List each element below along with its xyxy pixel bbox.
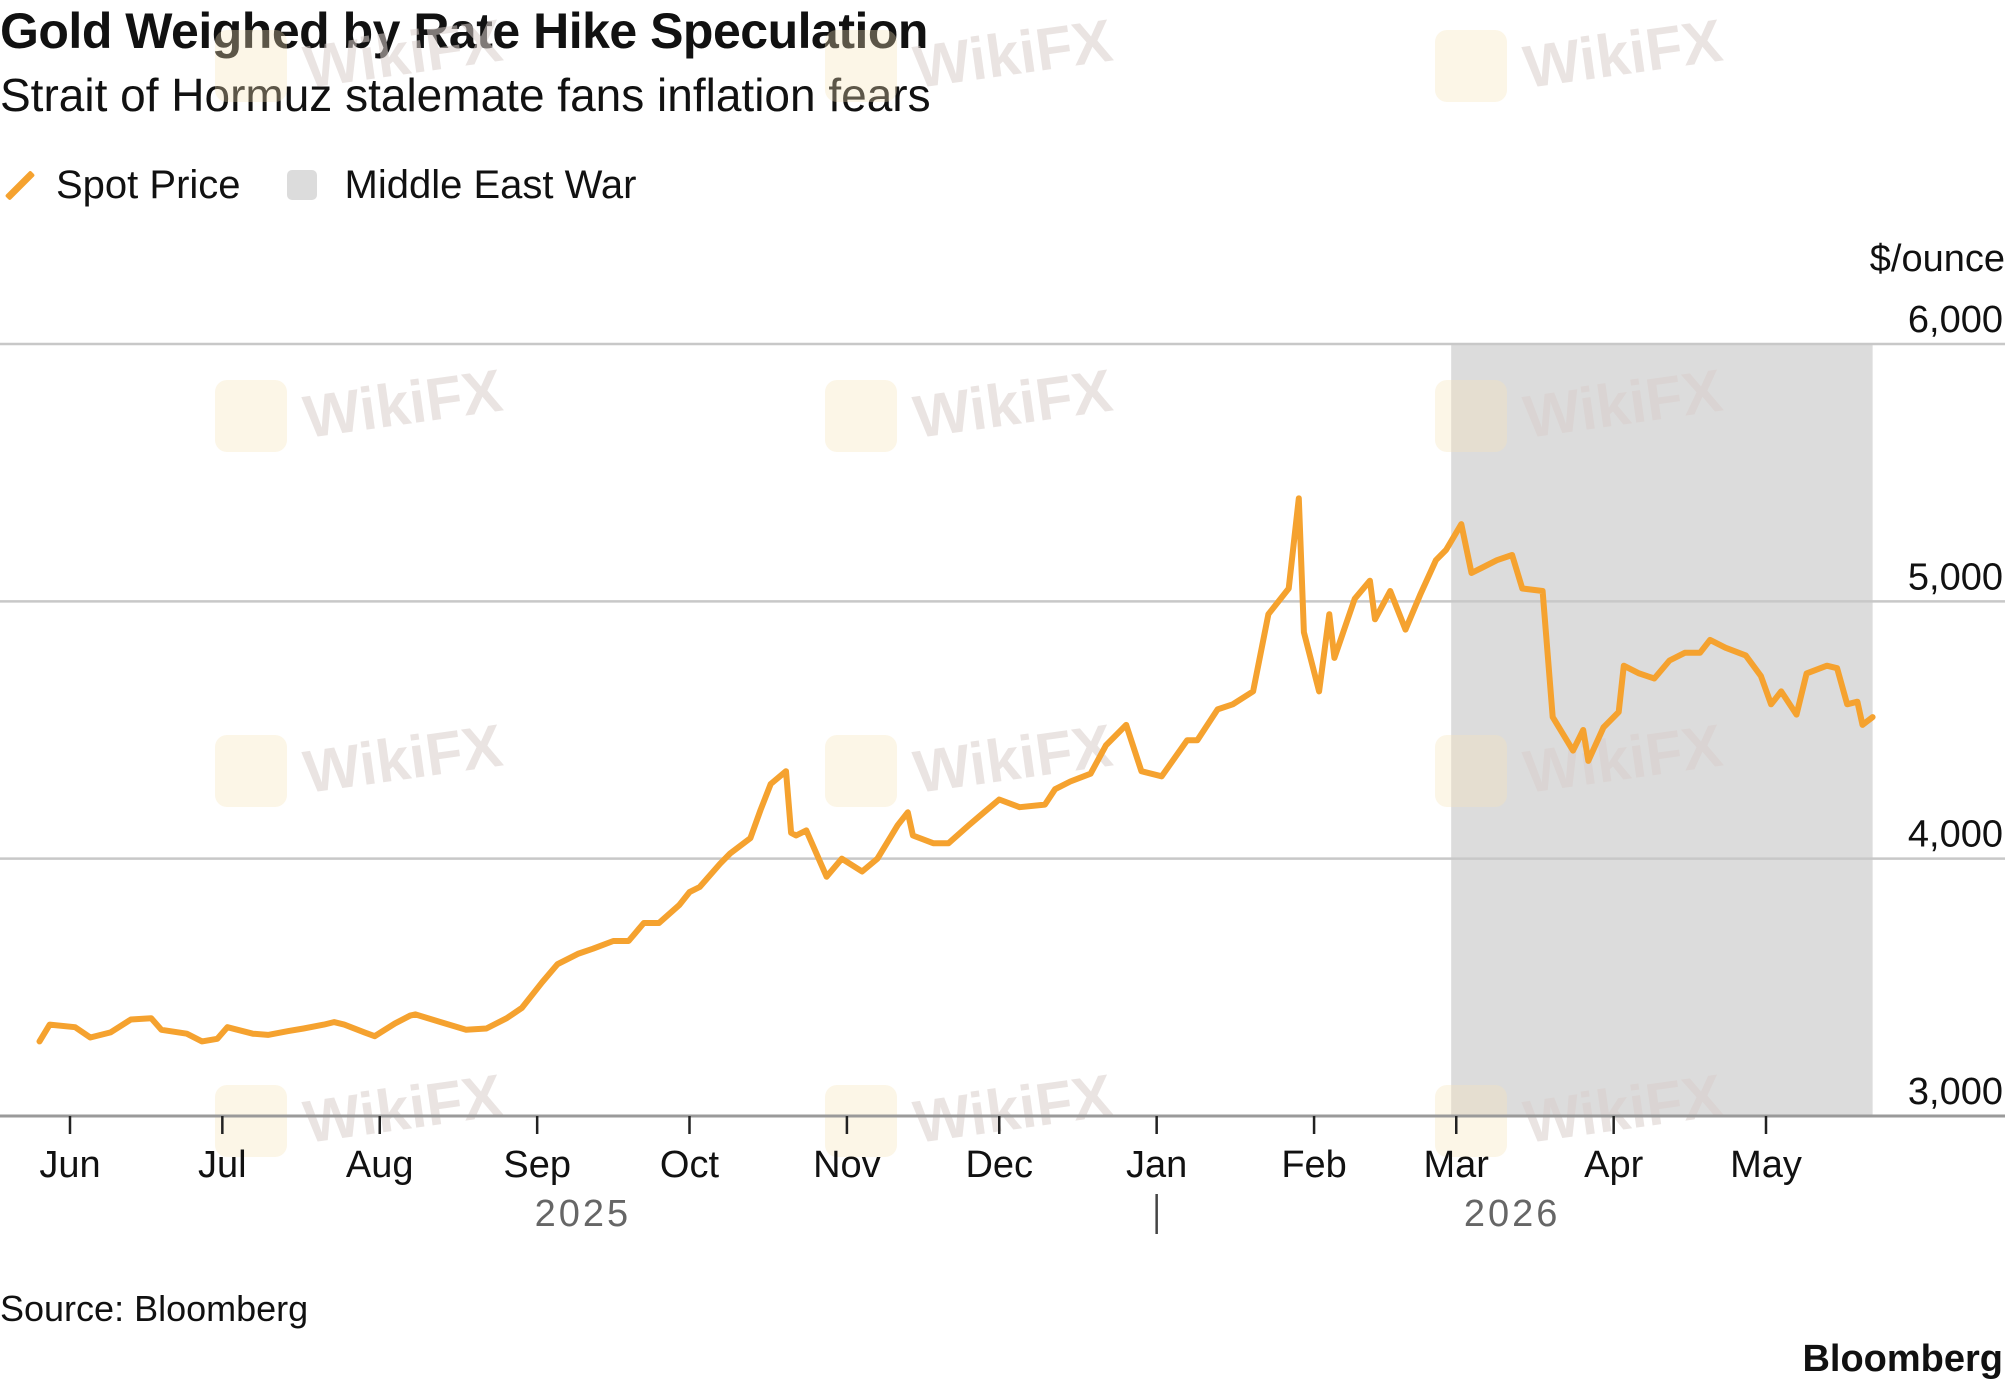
series-layer <box>36 495 1876 1045</box>
legend-item-middle-east-war: Middle East War <box>286 162 637 208</box>
watermark-text: WikiFX <box>909 357 1116 451</box>
x-tick-label: Aug <box>346 1144 414 1186</box>
legend-shade-swatch <box>286 170 317 200</box>
chart-subtitle: Strait of Hormuz stalemate fans inflatio… <box>0 69 931 121</box>
watermark: WikiFX <box>825 357 1116 452</box>
watermark: WikiFX <box>825 712 1116 807</box>
watermark-logo-icon <box>825 1085 897 1157</box>
x-tick-label: Oct <box>660 1144 720 1186</box>
watermark-logo-icon <box>1435 380 1507 452</box>
watermark: WikiFX <box>1435 7 1726 102</box>
y-axis-unit-label: $/ounce <box>1869 238 2005 280</box>
x-tick-label: May <box>1730 1144 1802 1186</box>
watermark-logo-icon <box>215 1085 287 1157</box>
watermark: WikiFX <box>215 1062 506 1157</box>
watermark-logo-icon <box>825 30 897 102</box>
watermark: WikiFX <box>215 357 506 452</box>
year-label: 2026 <box>1464 1193 1561 1235</box>
grid-layer: 3,000 4,000 5,000 6,000 <box>0 299 2005 1118</box>
watermark-logo-icon <box>1435 735 1507 807</box>
year-label: 2025 <box>535 1193 632 1235</box>
watermark-logo-icon <box>215 735 287 807</box>
watermark: WikiFX <box>825 7 1116 102</box>
watermark-logo-icon <box>215 380 287 452</box>
y-tick-label: 3,000 <box>1908 1071 2003 1113</box>
chart-title: Gold Weighed by Rate Hike Speculation <box>0 3 928 59</box>
brand-logo: Bloomberg <box>1802 1338 2003 1380</box>
x-tick-label: Jan <box>1126 1144 1187 1186</box>
y-tick-label: 4,000 <box>1908 814 2003 856</box>
legend-item-spot-price: Spot Price <box>0 163 241 208</box>
watermark: WikiFX <box>215 7 506 102</box>
watermark-text: WikiFX <box>299 1062 506 1156</box>
watermark: WikiFX <box>825 1062 1116 1157</box>
y-tick-label: 5,000 <box>1908 556 2003 598</box>
watermark-text: WikiFX <box>909 712 1116 806</box>
legend-label-middle-east-war: Middle East War <box>344 162 637 207</box>
watermark-logo-icon <box>215 30 287 102</box>
watermark-text: WikiFX <box>909 7 1116 101</box>
x-tick-label: Feb <box>1281 1144 1346 1186</box>
y-tick-label: 6,000 <box>1908 299 2003 341</box>
watermark-logo-icon <box>1435 30 1507 102</box>
x-tick-label: Jul <box>198 1144 247 1186</box>
source-note: Source: Bloomberg <box>0 1288 309 1329</box>
watermark-logo-icon <box>825 735 897 807</box>
x-tick-label: Mar <box>1424 1144 1490 1186</box>
watermark-text: WikiFX <box>299 357 506 451</box>
legend-label-spot-price: Spot Price <box>56 162 241 207</box>
x-tick-label: Dec <box>965 1144 1033 1186</box>
x-tick-label: Jun <box>39 1144 100 1186</box>
watermark-text: WikiFX <box>299 7 506 101</box>
watermark: WikiFX <box>215 712 506 807</box>
shaded-region-middle-east-war <box>1451 344 1873 1116</box>
x-tick-label: Nov <box>813 1144 881 1186</box>
watermark-logo-icon <box>1435 1085 1507 1157</box>
x-axis: Jun Jul Aug Sep Oct Nov Dec Jan Feb Mar Apr May 2025… <box>39 1116 1802 1235</box>
watermark-text: WikiFX <box>909 1062 1116 1156</box>
watermark-text: WikiFX <box>1519 7 1726 101</box>
watermark-logo-icon <box>825 380 897 452</box>
chart-legend: Spot Price Middle East War <box>0 160 682 210</box>
x-tick-label: Sep <box>503 1144 571 1186</box>
watermark: WikiFX <box>1435 357 1726 452</box>
watermark-text: WikiFX <box>299 712 506 806</box>
x-tick-label: Apr <box>1584 1144 1643 1186</box>
shaded-region-layer <box>1451 344 1873 1116</box>
